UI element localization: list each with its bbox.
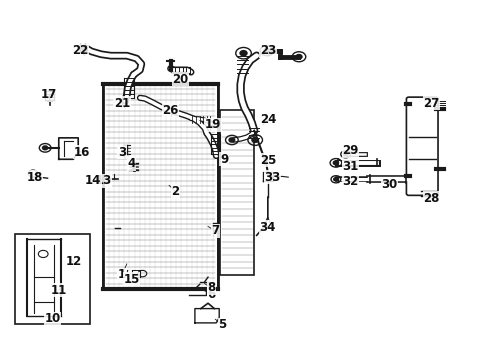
Text: 1: 1 (118, 268, 126, 281)
Text: 13: 13 (95, 174, 111, 187)
Text: 25: 25 (259, 154, 275, 167)
Text: 33: 33 (264, 171, 280, 184)
Text: 20: 20 (172, 73, 188, 86)
Text: 4: 4 (127, 157, 136, 170)
Text: 10: 10 (44, 312, 61, 325)
Text: 2: 2 (171, 185, 179, 198)
Text: 15: 15 (123, 273, 140, 286)
Circle shape (42, 146, 48, 150)
Text: 7: 7 (211, 224, 219, 237)
Text: 30: 30 (381, 178, 397, 191)
Circle shape (251, 138, 258, 143)
Text: 24: 24 (259, 113, 275, 126)
Text: 22: 22 (72, 44, 88, 57)
Text: 12: 12 (65, 255, 81, 268)
Text: 26: 26 (162, 104, 179, 117)
Circle shape (240, 51, 246, 56)
Text: 18: 18 (26, 171, 42, 184)
Text: 8: 8 (207, 282, 215, 294)
Text: 3: 3 (118, 146, 126, 159)
Circle shape (343, 153, 347, 156)
Circle shape (333, 161, 338, 165)
Text: 32: 32 (342, 175, 358, 188)
Circle shape (295, 54, 302, 59)
Text: 23: 23 (259, 44, 275, 57)
Circle shape (228, 138, 234, 142)
Text: 21: 21 (114, 97, 130, 110)
Text: 11: 11 (51, 284, 67, 297)
Circle shape (263, 49, 269, 53)
Bar (15, 234, 90, 324)
Text: 5: 5 (218, 318, 226, 331)
Text: 14: 14 (84, 174, 101, 187)
Text: 27: 27 (423, 97, 439, 110)
Text: 9: 9 (220, 153, 228, 166)
Circle shape (333, 178, 337, 181)
Text: 28: 28 (423, 192, 439, 205)
Text: 31: 31 (342, 160, 358, 173)
Bar (220, 111, 254, 275)
FancyBboxPatch shape (406, 97, 437, 195)
Text: 6: 6 (207, 288, 215, 301)
Text: 29: 29 (342, 144, 358, 157)
Text: 19: 19 (204, 118, 221, 131)
Text: 17: 17 (41, 89, 57, 102)
Text: 16: 16 (73, 146, 90, 159)
Bar (103, 84, 217, 289)
Text: 34: 34 (259, 221, 275, 234)
